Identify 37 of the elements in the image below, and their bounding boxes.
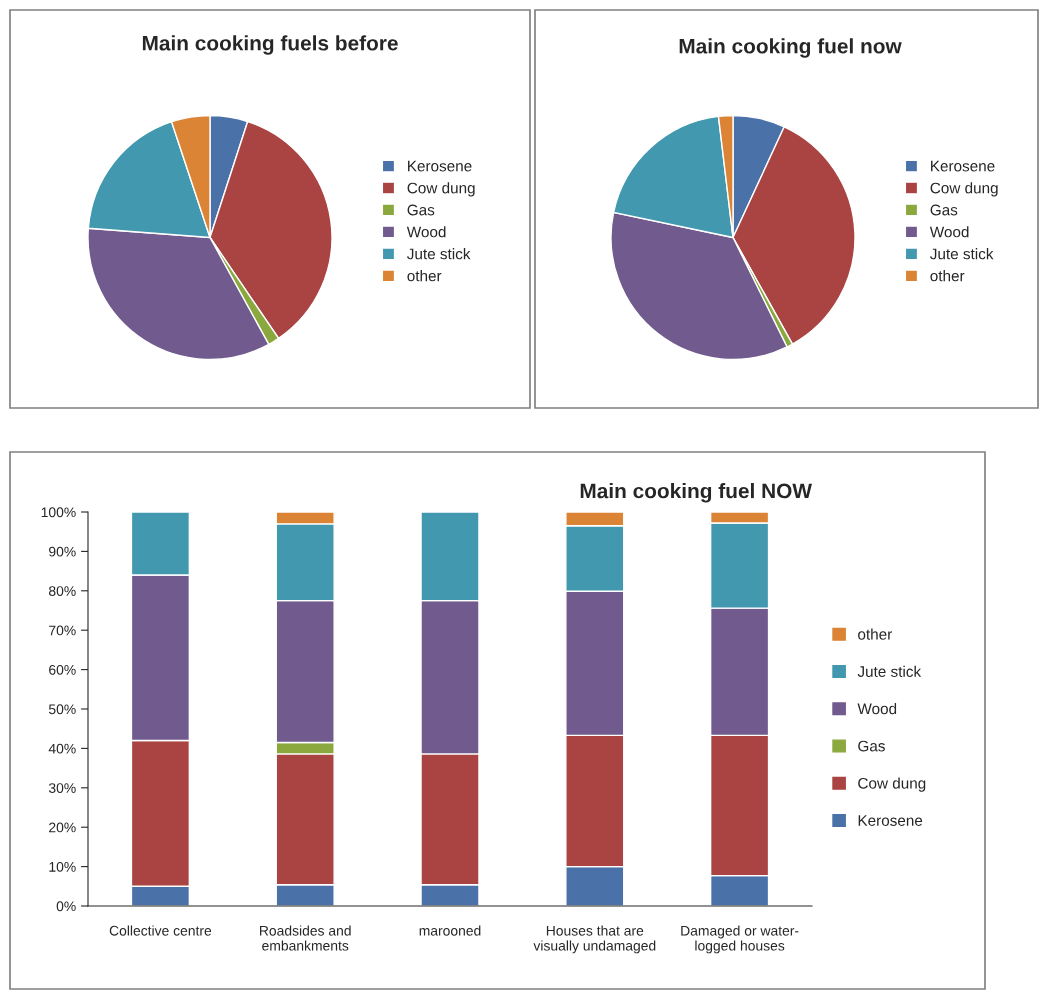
legend-label: Cow dung bbox=[407, 182, 475, 197]
y-tick-label: 70% bbox=[49, 625, 76, 636]
legend-label: Jute stick bbox=[857, 665, 922, 677]
legend-label: other bbox=[930, 270, 965, 282]
y-tick-label: 50% bbox=[48, 704, 76, 715]
y-tick-label: 100% bbox=[41, 507, 76, 518]
y-tick-label: 20% bbox=[49, 822, 76, 833]
legend-label: Kerosene bbox=[408, 160, 472, 172]
chart-title: Main cooking fuel now bbox=[679, 38, 902, 58]
legend-label: Wood bbox=[857, 703, 897, 715]
legend-label: Kerosene bbox=[858, 815, 923, 826]
chart-title: Main cooking fuel NOW bbox=[580, 483, 812, 503]
legend-label: Cow dung bbox=[858, 777, 926, 792]
legend-label: Wood bbox=[929, 226, 969, 238]
legend-label: other bbox=[858, 628, 892, 640]
x-tick-label: Damaged or water- logged houses bbox=[681, 925, 799, 954]
legend-label: Gas bbox=[930, 204, 958, 216]
y-tick-label: 0% bbox=[56, 901, 76, 912]
legend-label: other bbox=[407, 270, 442, 282]
y-tick-label: 40% bbox=[48, 743, 76, 754]
x-tick-label: marooned bbox=[419, 925, 481, 936]
legend-label: Gas bbox=[858, 740, 885, 752]
y-tick-label: 10% bbox=[49, 861, 76, 872]
legend-label: Wood bbox=[406, 226, 446, 238]
legend-label: Jute stick bbox=[407, 248, 471, 260]
legend-label: Jute stick bbox=[930, 248, 994, 260]
x-tick-label: Houses that are visually undamaged bbox=[533, 925, 656, 954]
legend-label: Cow dung bbox=[930, 182, 998, 197]
legend-label: Kerosene bbox=[931, 160, 995, 172]
x-tick-label: Collective centre bbox=[109, 925, 212, 936]
x-tick-label: Roadsides and embankments bbox=[260, 925, 351, 951]
y-tick-label: 30% bbox=[48, 783, 76, 793]
legend-label: Gas bbox=[407, 204, 435, 216]
y-tick-label: 60% bbox=[49, 664, 76, 675]
y-tick-label: 80% bbox=[49, 586, 76, 596]
y-tick-label: 90% bbox=[49, 546, 76, 557]
chart-title: Main cooking fuels before bbox=[142, 35, 398, 55]
